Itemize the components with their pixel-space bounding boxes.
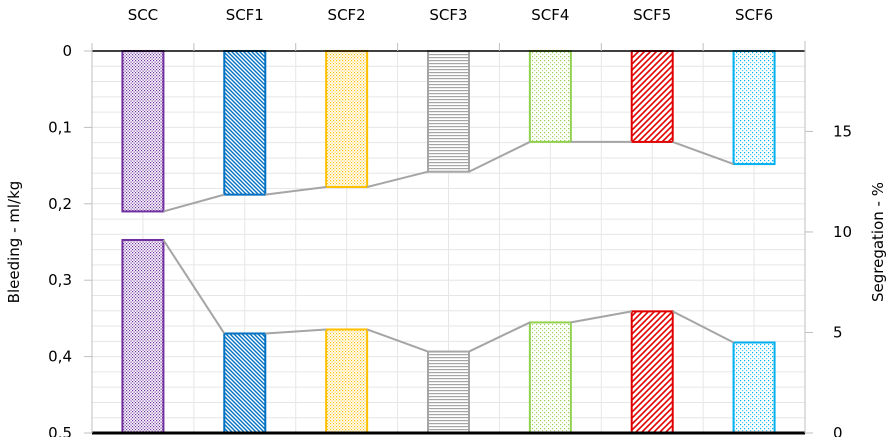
- bleeding-bar-scf2: [325, 50, 369, 188]
- segregation-bar-scf4: [528, 321, 572, 434]
- left-tick-label: 0,5: [48, 424, 72, 437]
- bleeding-bar-scf6: [732, 50, 776, 166]
- category-label: SCF4: [531, 6, 569, 24]
- segregation-bar-scf5: [630, 310, 674, 434]
- segregation-bar-scf6: [732, 341, 776, 434]
- bleeding-series-line: [468, 141, 531, 173]
- bleeding-series-line: [672, 140, 734, 166]
- segregation-bar-scc: [121, 238, 165, 434]
- left-tick-label: 0,4: [48, 348, 72, 366]
- bleeding-bar-scc: [121, 50, 165, 213]
- right-tick-label: 5: [833, 323, 843, 341]
- right-tick-label: 15: [833, 122, 852, 140]
- left-tick-label: 0,1: [48, 118, 72, 136]
- segregation-series-line: [162, 239, 226, 335]
- right-tick-label: 10: [833, 223, 852, 241]
- bleeding-bar-scf1: [223, 50, 267, 196]
- series-lines: [162, 140, 735, 353]
- left-tick-label: 0,3: [48, 271, 72, 289]
- segregation-series-line: [265, 328, 327, 335]
- segregation-series-line: [570, 310, 632, 324]
- left-axis-title: Bleeding - ml/kg: [5, 181, 23, 304]
- segregation-series-line: [468, 321, 531, 353]
- bleeding-bar-scf4: [528, 50, 572, 143]
- category-label: SCC: [128, 6, 158, 24]
- bleeding-series-line: [366, 170, 429, 188]
- category-label: SCF1: [226, 6, 264, 24]
- bars: [121, 50, 776, 434]
- bleeding-series-line: [265, 185, 327, 196]
- segregation-bar-scf3: [427, 350, 470, 434]
- labels: SCC SCF1 SCF2 SCF3 SCF4 SCF5 SCF6 0 0,1 0,2 0,3 0,4…: [48, 6, 852, 441]
- axes: [84, 41, 813, 435]
- left-tick-label: 0: [62, 42, 72, 60]
- right-tick-label: 0: [833, 424, 843, 437]
- category-label: SCF3: [429, 6, 467, 24]
- left-tick-label: 0,2: [48, 195, 72, 213]
- segregation-series-line: [366, 328, 429, 353]
- category-label: SCF2: [328, 6, 366, 24]
- category-label: SCF6: [735, 6, 773, 24]
- right-axis-title: Segregation - %: [869, 182, 887, 302]
- category-label: SCF5: [633, 6, 671, 24]
- bleeding-bar-scf5: [630, 50, 674, 143]
- segregation-bar-scf2: [325, 328, 369, 434]
- bleeding-bar-scf3: [427, 50, 470, 173]
- segregation-bar-scf1: [223, 332, 267, 434]
- segregation-series-line: [672, 310, 735, 344]
- bleeding-series-line: [163, 193, 225, 213]
